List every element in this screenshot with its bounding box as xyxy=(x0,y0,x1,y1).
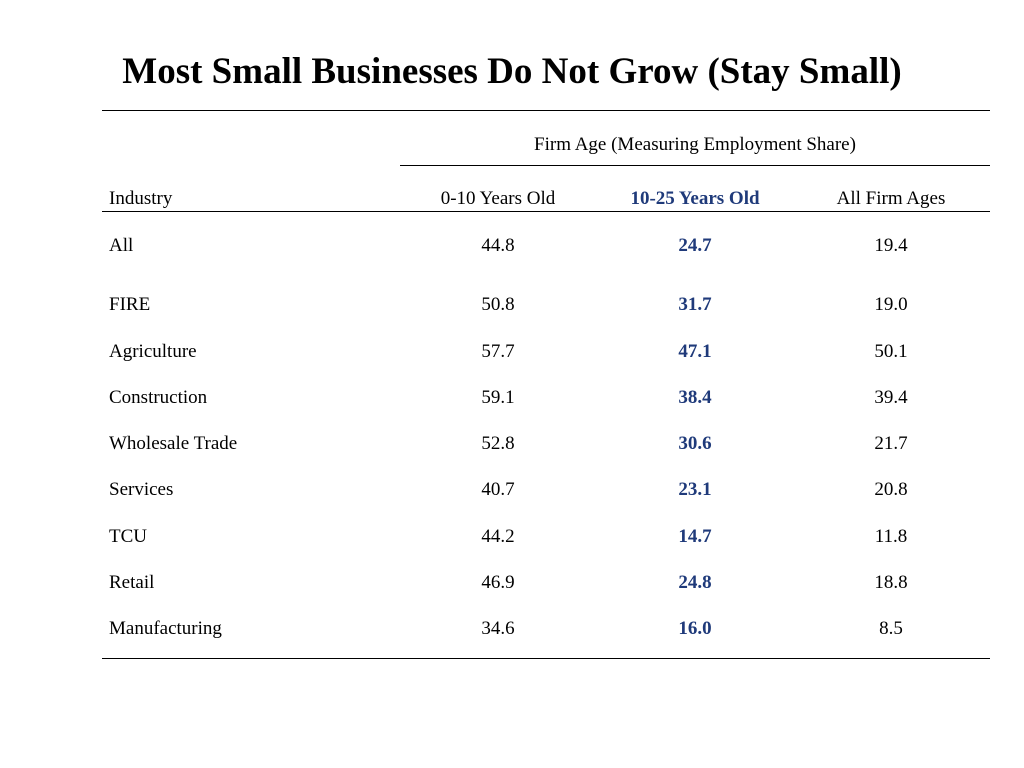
table-cell: 34.6 xyxy=(481,618,515,639)
table-bottom-rule xyxy=(102,658,990,659)
row-label: Services xyxy=(109,479,174,500)
group-header: Firm Age (Measuring Employment Share) xyxy=(534,134,856,155)
table-cell: 50.8 xyxy=(481,294,515,315)
table-cell: 11.8 xyxy=(874,526,908,547)
table-cell: 24.7 xyxy=(678,235,712,256)
table-cell: 40.7 xyxy=(481,479,515,500)
table-cell: 38.4 xyxy=(678,387,712,408)
table-cell: 44.2 xyxy=(481,526,515,547)
table-cell: 23.1 xyxy=(678,479,712,500)
table-cell: 52.8 xyxy=(481,433,515,454)
table-cell: 20.8 xyxy=(874,479,908,500)
header-bottom-rule xyxy=(102,211,990,212)
table-cell: 31.7 xyxy=(678,294,712,315)
table-cell: 21.7 xyxy=(874,433,908,454)
row-label: Agriculture xyxy=(109,341,197,362)
table-cell: 39.4 xyxy=(874,387,908,408)
table-top-rule xyxy=(102,110,990,111)
table-cell: 50.1 xyxy=(874,341,908,362)
column-header-2: 10-25 Years Old xyxy=(630,188,760,209)
table-cell: 19.4 xyxy=(874,235,908,256)
table-cell: 24.8 xyxy=(678,572,712,593)
table-cell: 16.0 xyxy=(678,618,712,639)
row-label: TCU xyxy=(109,526,147,547)
table-cell: 44.8 xyxy=(481,235,515,256)
row-label: Manufacturing xyxy=(109,618,222,639)
column-header-3: All Firm Ages xyxy=(836,188,946,209)
table-cell: 30.6 xyxy=(678,433,712,454)
table-cell: 19.0 xyxy=(874,294,908,315)
table-cell: 57.7 xyxy=(481,341,515,362)
column-header-1: 0-10 Years Old xyxy=(440,188,556,209)
row-label: Construction xyxy=(109,387,208,408)
slide-title: Most Small Businesses Do Not Grow (Stay … xyxy=(122,51,902,92)
table-cell: 46.9 xyxy=(481,572,515,593)
row-label: FIRE xyxy=(109,294,151,315)
row-label: Wholesale Trade xyxy=(109,433,238,454)
group-header-rule xyxy=(400,165,990,166)
column-header-0: Industry xyxy=(109,188,173,209)
row-label: All xyxy=(109,235,134,256)
table-cell: 18.8 xyxy=(874,572,908,593)
row-label: Retail xyxy=(109,572,155,593)
table-cell: 8.5 xyxy=(879,618,903,639)
table-cell: 14.7 xyxy=(678,526,712,547)
table-cell: 47.1 xyxy=(678,341,712,362)
table-cell: 59.1 xyxy=(481,387,515,408)
